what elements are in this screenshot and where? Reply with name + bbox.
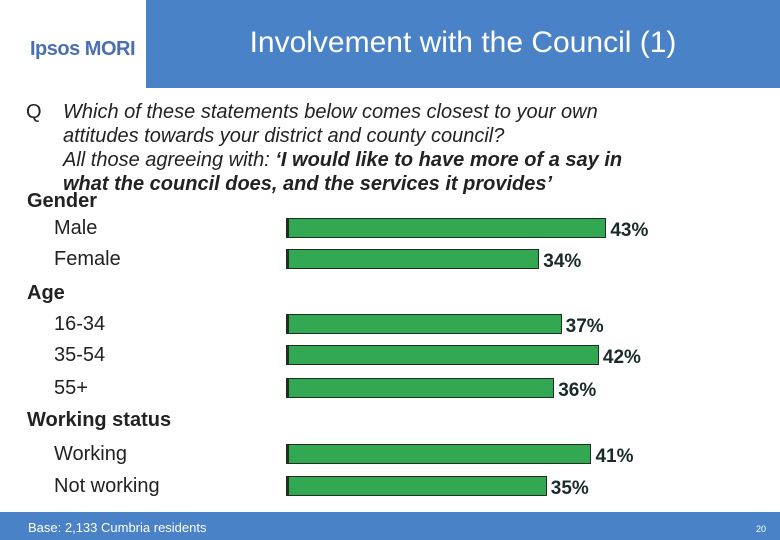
logo-area: Ipsos MORI <box>0 0 144 88</box>
row-label: Not working <box>54 475 160 497</box>
bar-value-label: 43% <box>610 220 649 241</box>
group-label: Working status <box>27 409 172 431</box>
bar-value-label: 41% <box>595 446 634 467</box>
question-line-2: attitudes towards your district and coun… <box>63 125 505 147</box>
ipsos-mori-logo: Ipsos MORI <box>30 38 136 60</box>
question-letter: Q <box>26 101 42 123</box>
bar-value-label: 36% <box>558 380 597 401</box>
page-number: 20 <box>755 524 766 534</box>
bar-value-label: 35% <box>550 478 589 499</box>
bar <box>286 444 592 464</box>
group-label: Gender <box>27 190 98 212</box>
question-text: Q Which of these statements below comes … <box>26 100 766 196</box>
bar-value-label: 37% <box>565 316 604 337</box>
row-label: Male <box>54 217 98 239</box>
bar <box>286 345 599 365</box>
row-label: 35-54 <box>54 344 106 366</box>
group-label: Age <box>27 282 65 304</box>
question-line-3: All those agreeing with: ‘I would like t… <box>26 148 766 172</box>
bar <box>286 218 607 238</box>
bar <box>286 476 547 496</box>
row-label: Female <box>54 248 121 270</box>
bar-value-label: 34% <box>543 251 582 272</box>
question-line-4: what the council does, and the services … <box>63 173 553 195</box>
slide-title: Involvement with the Council (1) <box>249 26 677 59</box>
question-line-1: Which of these statements below comes cl… <box>63 101 598 123</box>
base-note: Base: 2,133 Cumbria residents <box>28 520 207 535</box>
bar <box>286 314 562 334</box>
question-line-3-bold: ‘I would like to have more of a say in <box>275 149 623 171</box>
title-bar: Involvement with the Council (1) <box>146 0 780 88</box>
header: Ipsos MORI Involvement with the Council … <box>0 0 780 88</box>
row-label: 55+ <box>54 377 88 399</box>
bar-value-label: 42% <box>602 347 641 368</box>
row-label: 16-34 <box>54 313 106 335</box>
bar <box>286 249 540 269</box>
row-label: Working <box>54 443 127 465</box>
footer: Base: 2,133 Cumbria residents 20 <box>0 512 780 540</box>
question-line-3-prefix: All those agreeing with: <box>63 149 276 171</box>
bar <box>286 378 555 398</box>
